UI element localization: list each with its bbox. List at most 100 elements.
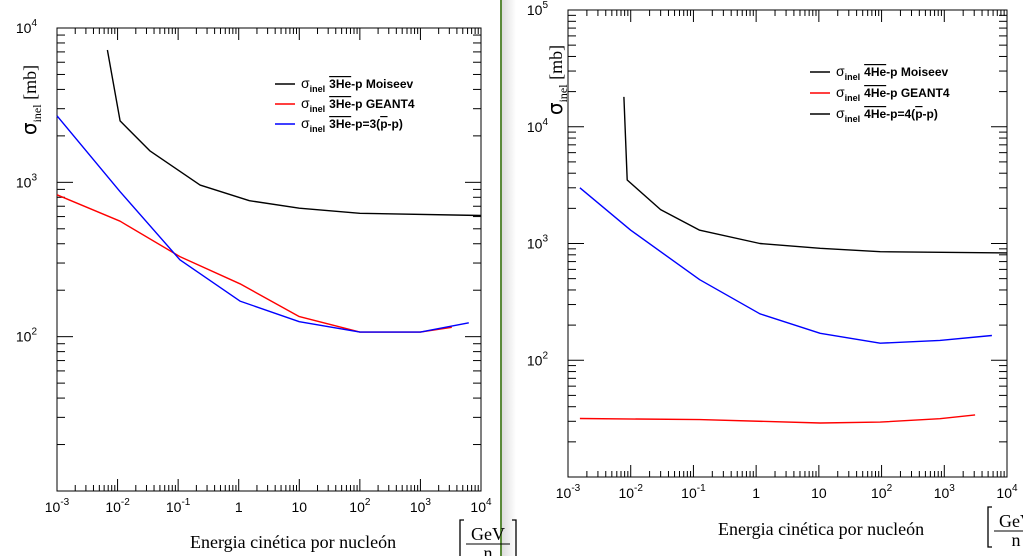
x-axis-label: Energia cinética por nucleón bbox=[718, 519, 924, 539]
legend-entry: σinel 4He-p GEANT4 bbox=[836, 84, 950, 103]
antinucleus-label: 4He bbox=[864, 107, 886, 121]
unit-denominator: n bbox=[484, 543, 493, 556]
series-line-2 bbox=[56, 194, 452, 333]
legend-entry: σinel 3He-p GEANT4 bbox=[301, 95, 415, 114]
unit: [mb] bbox=[546, 45, 566, 85]
x-tick-label: 102 bbox=[349, 497, 371, 515]
tick-base: 10 bbox=[166, 499, 182, 515]
antinucleus-label: 4He bbox=[864, 86, 886, 100]
sigma-symbol: σ bbox=[836, 84, 845, 100]
antinucleus-label: 3He bbox=[329, 117, 351, 131]
unit-denominator: n bbox=[1012, 530, 1021, 550]
tick-base: 1 bbox=[752, 485, 760, 501]
tick-exp: 4 bbox=[1012, 483, 1018, 494]
tick-exp: -2 bbox=[121, 497, 130, 508]
antiproton-label: p bbox=[380, 117, 387, 131]
y-tick-label: 103 bbox=[16, 172, 38, 190]
plot-frame bbox=[567, 9, 1008, 478]
tick-exp: -3 bbox=[571, 483, 580, 494]
sigma-symbol: σ bbox=[836, 105, 845, 121]
unit-numerator: GeV bbox=[471, 524, 505, 544]
series-line-2 bbox=[579, 414, 976, 424]
sigma-symbol: σ bbox=[301, 95, 310, 111]
x-tick-label: 10-1 bbox=[681, 483, 706, 501]
plot-frame bbox=[56, 27, 482, 492]
x-tick-label: 103 bbox=[410, 497, 432, 515]
x-axis-label: Energia cinética por nucleón bbox=[190, 532, 396, 552]
tick-base: 10 bbox=[556, 485, 572, 501]
tick-base: 10 bbox=[45, 499, 61, 515]
panel-divider bbox=[500, 0, 502, 556]
sigma-symbol: σ bbox=[543, 102, 567, 115]
y-tick-label: 104 bbox=[16, 18, 38, 36]
sigma-symbol: σ bbox=[17, 122, 41, 135]
chart-2: 10-3 10-2 10-1 1 10 102 103 104102103104105σine… bbox=[527, 0, 1023, 550]
tick-base: 10 bbox=[527, 236, 543, 252]
subscript: inel bbox=[310, 124, 326, 134]
antinucleus-label: 4He bbox=[864, 65, 886, 79]
tick-base: 10 bbox=[811, 485, 827, 501]
tick-exp: 2 bbox=[31, 327, 37, 338]
left-bracket bbox=[459, 519, 464, 556]
subscript: inel bbox=[310, 104, 326, 114]
tick-base: 10 bbox=[871, 485, 887, 501]
series-line-1 bbox=[106, 49, 482, 217]
subscript: inel bbox=[845, 72, 861, 82]
x-tick-label: 104 bbox=[996, 483, 1018, 501]
legend-text: -p GEANT4 bbox=[886, 86, 950, 100]
x-tick-label: 10 bbox=[811, 485, 827, 501]
tick-exp: 3 bbox=[949, 483, 955, 494]
unit-numerator: GeV bbox=[999, 511, 1023, 531]
tick-base: 10 bbox=[410, 499, 426, 515]
tick-base: 10 bbox=[470, 499, 486, 515]
x-tick-label: 103 bbox=[934, 483, 956, 501]
legend-text: -p Moiseev bbox=[886, 65, 948, 79]
tick-exp: 4 bbox=[486, 497, 492, 508]
tick-exp: 3 bbox=[425, 497, 431, 508]
series-line-3 bbox=[56, 115, 469, 333]
y-axis-label: σinel [mb] bbox=[17, 65, 44, 135]
x-tick-label: 10-1 bbox=[166, 497, 191, 515]
legend-entry: σinel 3He-p=3(p-p) bbox=[301, 115, 403, 134]
x-tick-label: 10 bbox=[291, 499, 307, 515]
tick-exp: 5 bbox=[542, 0, 548, 11]
tick-base: 10 bbox=[16, 174, 32, 190]
x-tick-label: 10-3 bbox=[556, 483, 581, 501]
tick-exp: 4 bbox=[542, 117, 548, 128]
legend-text: -p) bbox=[923, 107, 938, 121]
x-tick-label: 1 bbox=[752, 485, 760, 501]
legend-entry: σinel 4He-p=4(p-p) bbox=[836, 105, 938, 124]
x-tick-label: 1 bbox=[235, 499, 243, 515]
legend-text: -p=3( bbox=[351, 117, 380, 131]
tick-base: 10 bbox=[291, 499, 307, 515]
tick-base: 10 bbox=[349, 499, 365, 515]
tick-base: 10 bbox=[527, 119, 543, 135]
tick-base: 10 bbox=[996, 485, 1012, 501]
antiproton-label: p bbox=[915, 107, 922, 121]
subscript: inel bbox=[845, 114, 861, 124]
y-tick-label: 102 bbox=[16, 327, 38, 345]
x-tick-label: 102 bbox=[871, 483, 893, 501]
tick-exp: -1 bbox=[181, 497, 190, 508]
y-tick-label: 105 bbox=[527, 0, 549, 18]
subscript: inel bbox=[556, 84, 570, 103]
tick-base: 10 bbox=[527, 352, 543, 368]
tick-base: 10 bbox=[934, 485, 950, 501]
tick-base: 10 bbox=[527, 2, 543, 18]
legend-text: -p) bbox=[388, 117, 403, 131]
series-line-1 bbox=[623, 96, 1008, 254]
y-tick-label: 102 bbox=[527, 350, 549, 368]
antinucleus-label: 3He bbox=[329, 77, 351, 91]
left-bracket bbox=[987, 506, 992, 548]
tick-base: 10 bbox=[681, 485, 697, 501]
panel-shadow bbox=[502, 0, 516, 556]
x-tick-label: 10-2 bbox=[105, 497, 130, 515]
sigma-symbol: σ bbox=[836, 63, 845, 79]
tick-exp: 2 bbox=[365, 497, 371, 508]
tick-exp: 2 bbox=[887, 483, 893, 494]
tick-exp: -1 bbox=[697, 483, 706, 494]
legend-text: -p=4( bbox=[886, 107, 915, 121]
y-axis-label: σinel [mb] bbox=[543, 45, 570, 115]
